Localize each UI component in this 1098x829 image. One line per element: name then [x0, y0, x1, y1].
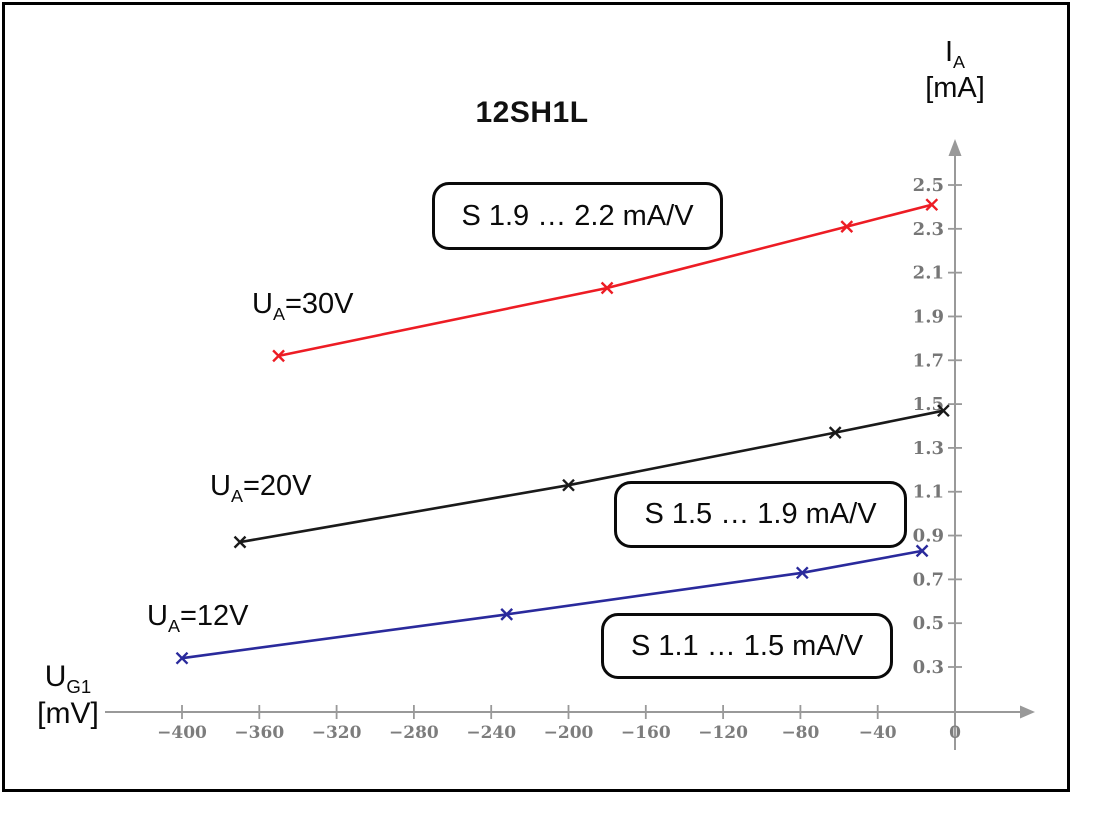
data-point-marker-x-icon [937, 404, 950, 418]
x-tick-label: −120 [698, 723, 748, 743]
y-tick-label: 0.3 [913, 657, 944, 678]
x-tick-label: −200 [544, 723, 594, 743]
data-point-marker-x-icon [233, 535, 247, 549]
x-axis-symbol: UG1 [44, 660, 92, 697]
transconductance-box-12v: S 1.1 … 1.5 mA/V [601, 613, 893, 679]
y-tick-label: 2.5 [913, 175, 944, 196]
y-tick-label: 0.9 [913, 526, 944, 547]
data-point-marker-x-icon [915, 544, 929, 558]
y-axis-arrow-icon [948, 139, 962, 156]
x-tick-label: −80 [781, 723, 819, 743]
x-tick-label: −360 [234, 723, 284, 743]
y-tick-label: 1.5 [913, 394, 944, 415]
x-tick-label: −160 [621, 723, 671, 743]
curve-label-ua12: UA=12V [147, 600, 249, 636]
y-tick-label: 0.5 [913, 613, 944, 634]
y-tick-label: 1.9 [913, 306, 944, 327]
x-tick-label: 0 [949, 723, 961, 743]
x-axis-arrow-icon [1020, 705, 1035, 719]
series-line-ua=30v [277, 203, 934, 358]
y-axis-label: IA [mA] [895, 36, 1015, 106]
data-point-marker-x-icon [600, 281, 614, 295]
y-tick-label: 1.3 [913, 438, 944, 459]
data-point-marker-x-icon [840, 220, 854, 233]
y-tick-label: 1.7 [913, 350, 944, 371]
x-axis-label: UG1 [mV] [12, 660, 124, 732]
data-point-marker-x-icon [175, 651, 189, 665]
x-axis-unit: [mV] [37, 697, 99, 731]
data-point-marker-x-icon [795, 566, 809, 580]
x-tick-label: −400 [157, 723, 207, 743]
data-point-marker-x-icon [925, 198, 939, 212]
x-tick-label: −40 [859, 723, 897, 743]
y-axis-symbol: IA [944, 36, 966, 72]
series-line-ua=12v [180, 549, 924, 660]
y-tick-label: 0.7 [913, 569, 944, 590]
chart-title: 12SH1L [475, 96, 589, 129]
x-tick-label: −280 [389, 723, 439, 743]
x-tick-label: −320 [312, 723, 362, 743]
x-tick-label: −240 [466, 723, 516, 743]
transconductance-box-30v: S 1.9 … 2.2 mA/V [432, 182, 723, 250]
data-point-marker-x-icon [500, 608, 514, 621]
curve-label-ua20: UA=20V [210, 470, 312, 506]
data-point-marker-x-icon [828, 426, 842, 439]
series-line-ua=20v [238, 409, 945, 544]
y-axis-unit: [mA] [925, 72, 985, 105]
y-tick-label: 2.3 [913, 219, 944, 240]
data-point-marker-x-icon [562, 478, 575, 492]
curve-label-ua30: UA=30V [252, 288, 354, 324]
y-tick-label: 1.1 [913, 482, 944, 503]
transconductance-box-20v: S 1.5 … 1.9 mA/V [614, 481, 907, 548]
data-point-marker-x-icon [272, 349, 285, 363]
y-tick-label: 2.1 [913, 263, 944, 284]
